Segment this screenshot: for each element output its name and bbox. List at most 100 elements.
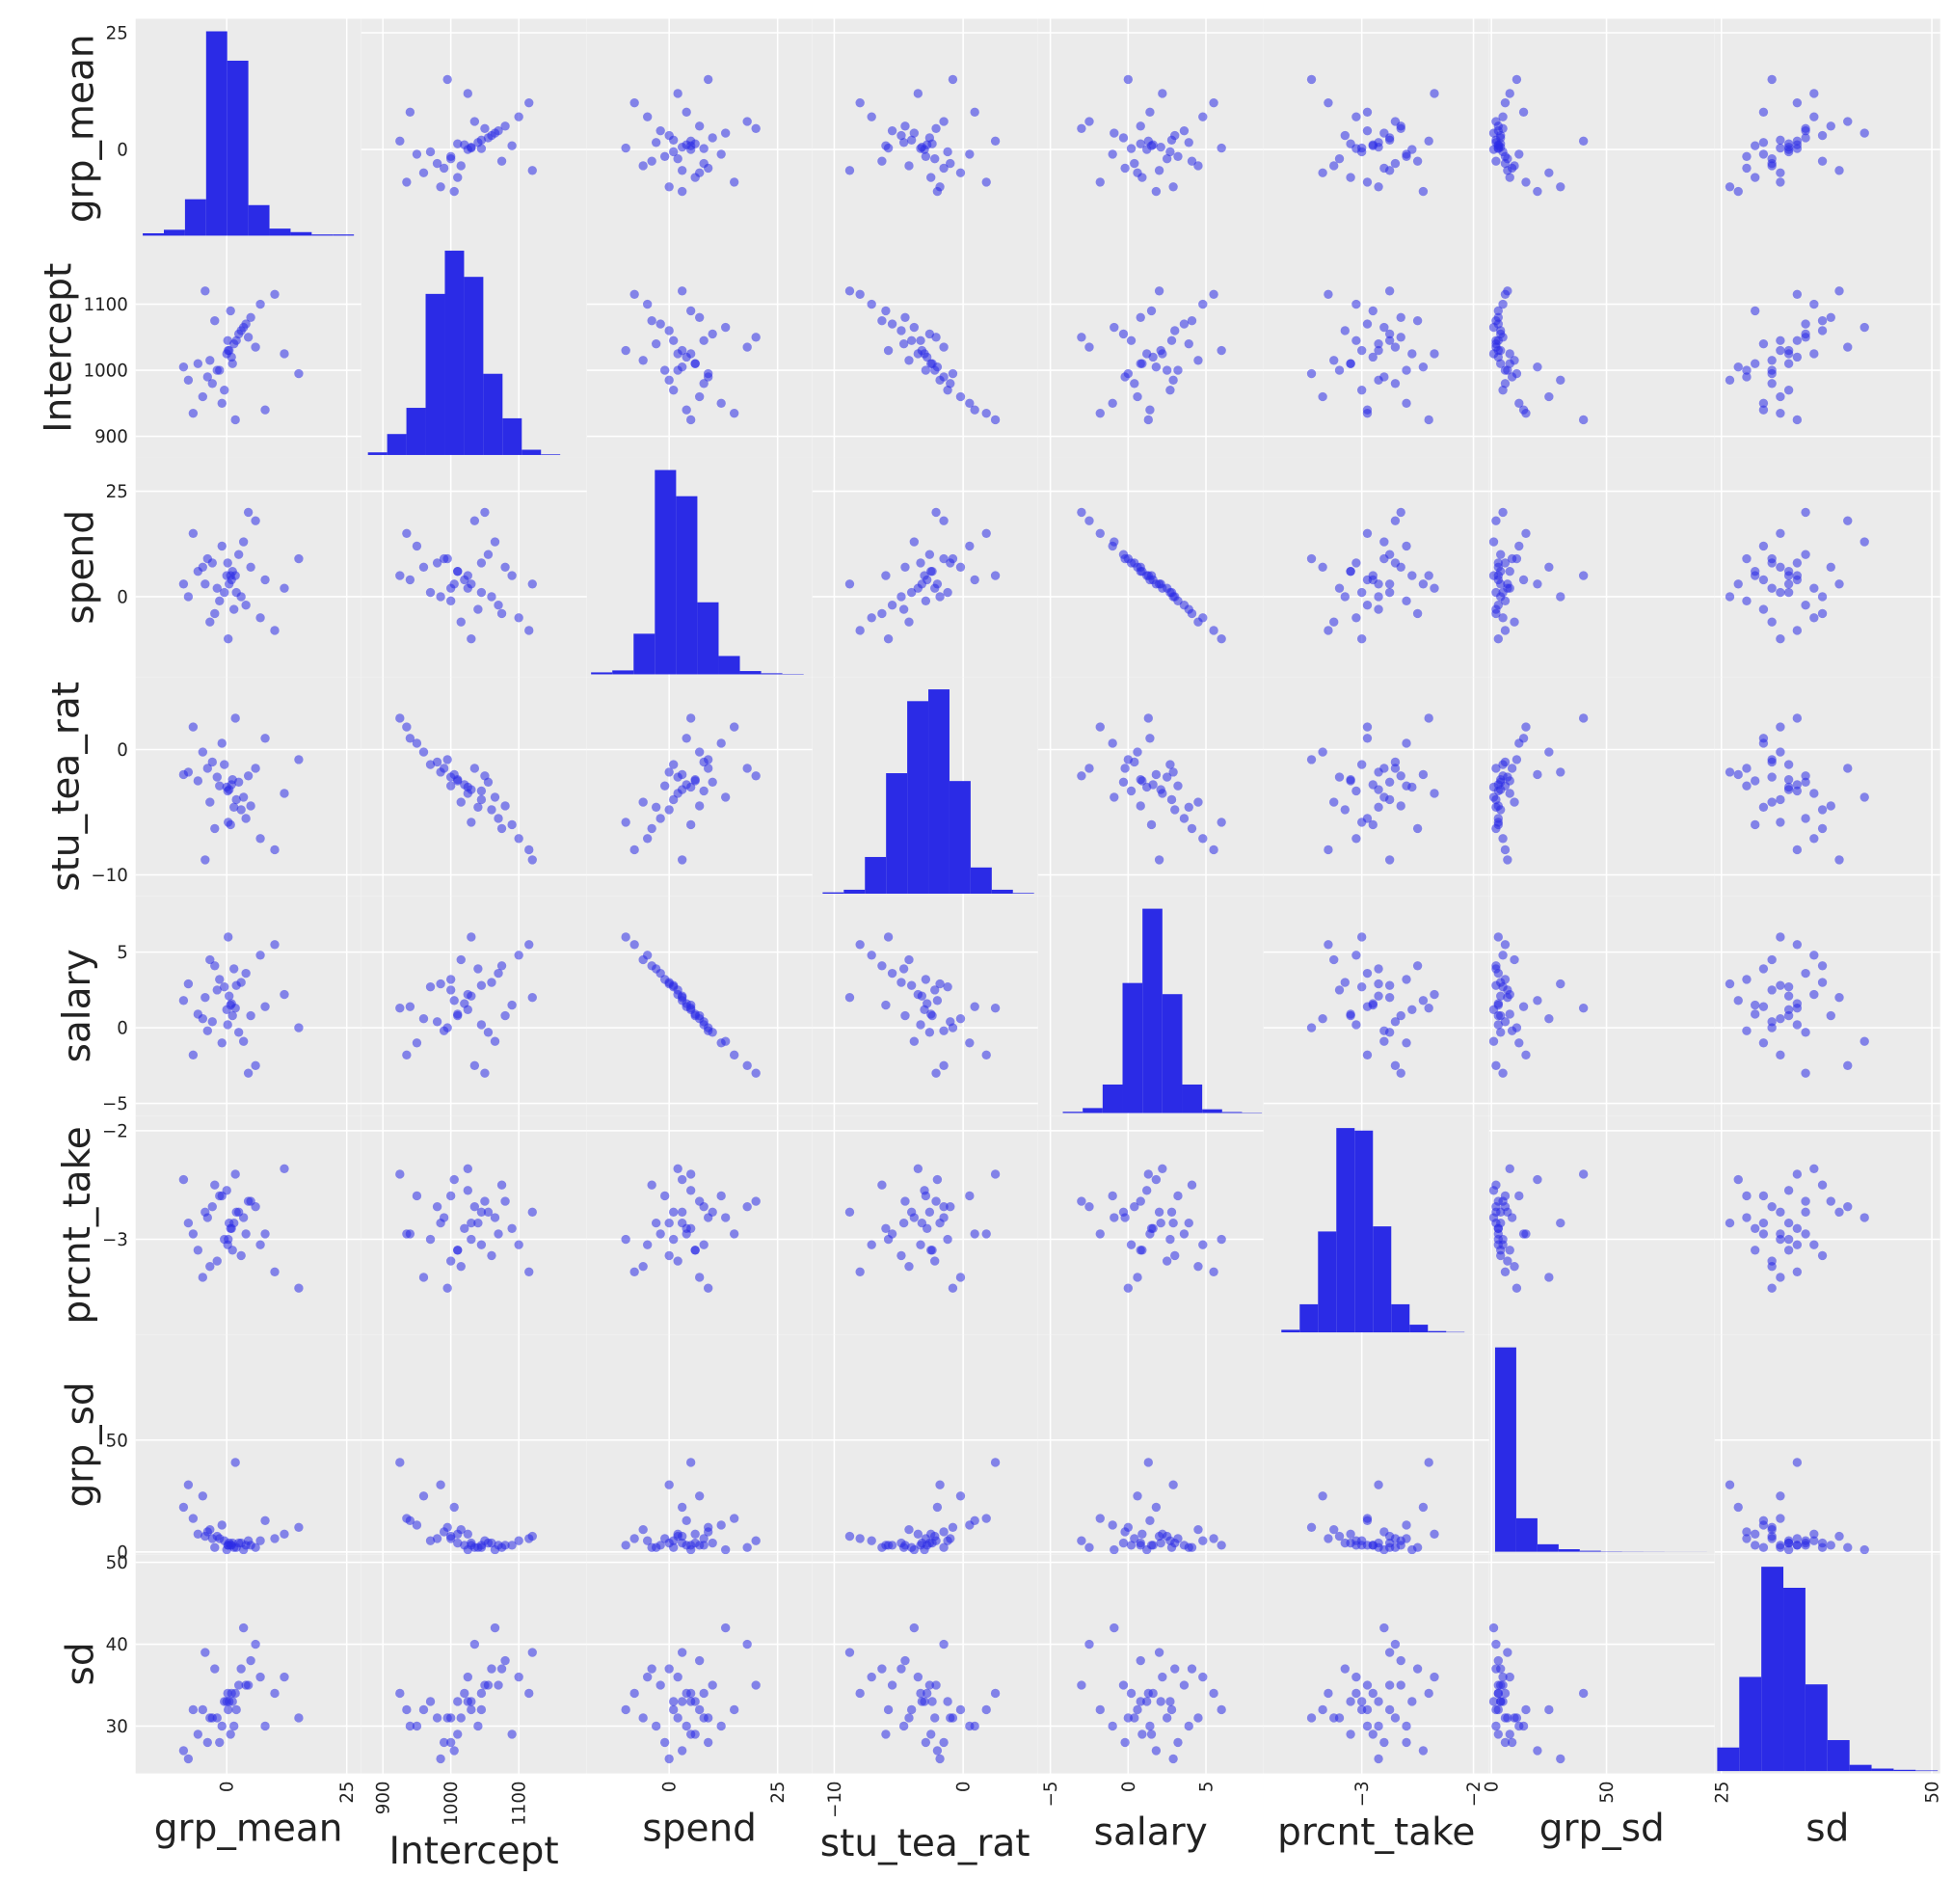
scatter-point bbox=[1324, 940, 1332, 949]
scatter-point bbox=[664, 979, 673, 988]
scatter-point bbox=[1430, 89, 1438, 97]
scatter-point bbox=[497, 1543, 506, 1552]
scatter-point bbox=[220, 588, 228, 597]
scatter-point bbox=[1742, 365, 1751, 374]
scatter-point bbox=[1579, 1689, 1588, 1698]
panel bbox=[587, 1335, 813, 1555]
scatter-point bbox=[524, 1689, 533, 1698]
scatter-point bbox=[260, 1516, 269, 1525]
histogram-bar bbox=[249, 205, 270, 236]
scatter-point bbox=[1818, 1251, 1827, 1260]
scatter-point bbox=[931, 333, 940, 341]
scatter-point bbox=[868, 112, 876, 121]
scatter-point bbox=[1506, 1165, 1514, 1173]
scatter-point bbox=[914, 89, 923, 97]
scatter-point bbox=[1324, 845, 1332, 854]
scatter-point bbox=[1818, 316, 1827, 325]
scatter-point bbox=[480, 124, 489, 133]
scatter-point bbox=[1533, 1746, 1541, 1755]
scatter-point bbox=[494, 1680, 502, 1689]
x-axis-label: grp_sd bbox=[1539, 1808, 1665, 1851]
scatter-point bbox=[294, 1023, 303, 1032]
scatter-point bbox=[436, 767, 444, 776]
x-tick-label: −3 bbox=[1352, 1781, 1373, 1807]
scatter-point bbox=[1776, 1235, 1784, 1244]
histogram-bar bbox=[270, 228, 291, 235]
scatter-point bbox=[1369, 353, 1378, 362]
scatter-point bbox=[507, 141, 516, 149]
scatter-point bbox=[1127, 336, 1136, 345]
scatter-point bbox=[896, 1251, 905, 1260]
scatter-point bbox=[1533, 1175, 1541, 1184]
scatter-point bbox=[682, 1516, 690, 1525]
panel bbox=[1038, 1335, 1264, 1555]
histogram-bar bbox=[1538, 1544, 1559, 1552]
panel-background bbox=[1038, 19, 1264, 239]
scatter-point bbox=[1776, 932, 1784, 941]
scatter-point bbox=[244, 1069, 253, 1078]
scatter-point bbox=[1544, 169, 1553, 177]
scatter-point bbox=[935, 1755, 944, 1763]
scatter-point bbox=[751, 1537, 760, 1545]
scatter-point bbox=[1385, 1705, 1394, 1714]
scatter-point bbox=[704, 1023, 712, 1032]
y-tick-label: 40 bbox=[106, 1635, 128, 1655]
scatter-point bbox=[1127, 1689, 1136, 1698]
scatter-point bbox=[939, 1738, 948, 1747]
scatter-point bbox=[982, 1705, 991, 1714]
scatter-point bbox=[201, 1208, 209, 1217]
scatter-point bbox=[1491, 961, 1500, 970]
scatter-point bbox=[655, 319, 664, 328]
scatter-point bbox=[638, 955, 647, 964]
scatter-point bbox=[664, 326, 673, 335]
scatter-point bbox=[1145, 1229, 1154, 1238]
scatter-point bbox=[678, 1208, 686, 1217]
scatter-point bbox=[682, 406, 690, 415]
scatter-point bbox=[1767, 356, 1776, 364]
scatter-point bbox=[395, 1689, 404, 1698]
scatter-point bbox=[1152, 362, 1161, 371]
scatter-point bbox=[1120, 1738, 1129, 1747]
scatter-point bbox=[1726, 979, 1734, 988]
scatter-point bbox=[1776, 1514, 1784, 1522]
scatter-point bbox=[239, 537, 248, 546]
scatter-point bbox=[450, 1175, 459, 1184]
scatter-point bbox=[1742, 1027, 1751, 1035]
scatter-point bbox=[1374, 767, 1382, 776]
scatter-point bbox=[910, 1623, 919, 1632]
scatter-point bbox=[239, 1623, 248, 1632]
panel bbox=[1489, 19, 1715, 239]
scatter-point bbox=[1363, 126, 1372, 135]
histogram-bar bbox=[1103, 1085, 1123, 1113]
scatter-point bbox=[900, 563, 909, 572]
scatter-point bbox=[1391, 1061, 1400, 1070]
scatter-point bbox=[922, 1192, 930, 1200]
scatter-point bbox=[704, 755, 712, 764]
histogram-bar bbox=[388, 434, 407, 455]
scatter-point bbox=[497, 961, 506, 970]
scatter-point bbox=[491, 1213, 499, 1221]
scatter-point bbox=[528, 166, 537, 174]
panel bbox=[1489, 1554, 1715, 1774]
histogram-bar bbox=[1559, 1549, 1580, 1552]
scatter-point bbox=[1379, 1545, 1388, 1554]
scatter-point bbox=[1512, 75, 1521, 84]
scatter-point bbox=[480, 508, 489, 517]
scatter-point bbox=[1155, 1648, 1164, 1656]
scatter-point bbox=[1397, 801, 1405, 810]
scatter-point bbox=[210, 1181, 219, 1190]
scatter-point bbox=[280, 1165, 288, 1173]
histogram-bar bbox=[676, 496, 697, 675]
scatter-point bbox=[1503, 579, 1512, 588]
scatter-point bbox=[1385, 1648, 1394, 1656]
scatter-point bbox=[1801, 1537, 1809, 1545]
scatter-point bbox=[1402, 738, 1410, 747]
scatter-point bbox=[1751, 571, 1759, 579]
scatter-point bbox=[1501, 1268, 1510, 1276]
scatter-point bbox=[1170, 805, 1179, 814]
scatter-point bbox=[1767, 1262, 1776, 1271]
panel bbox=[813, 1554, 1038, 1774]
scatter-point bbox=[1180, 319, 1189, 328]
scatter-point bbox=[1391, 159, 1400, 168]
scatter-point bbox=[1363, 722, 1372, 731]
